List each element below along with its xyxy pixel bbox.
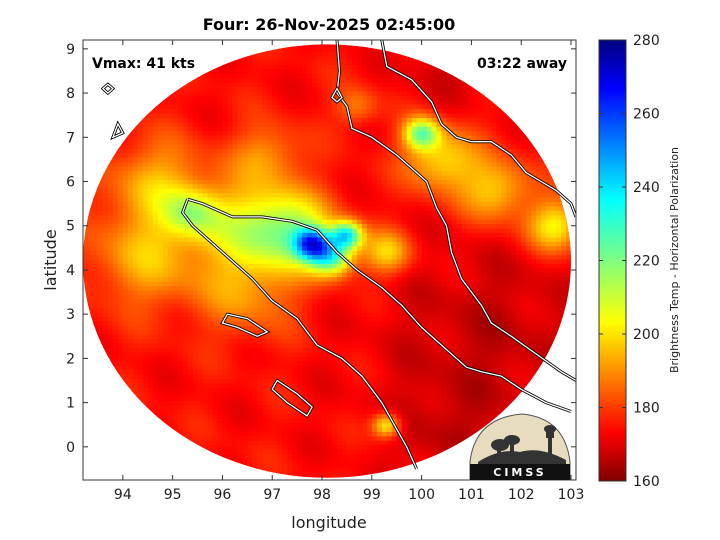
colorbar [598,39,627,482]
y-tick-label: 3 [66,307,75,323]
x-tick-label: 99 [363,487,381,503]
y-tick-label: 0 [66,440,75,456]
vmax-annotation: Vmax: 41 kts [92,56,195,72]
y-tick-label: 6 [66,175,75,191]
x-tick-label: 102 [508,487,535,503]
x-tick-label: 101 [458,487,485,503]
colorbar-tick-label: 160 [633,474,660,490]
colorbar-tick-label: 180 [633,401,660,417]
colorbar-tick-label: 280 [633,33,660,49]
axes-frame [82,39,577,481]
chart-title: Four: 26-Nov-2025 02:45:00 [203,15,456,34]
colorbar-tick-label: 220 [633,254,660,270]
y-tick-label: 7 [66,130,75,146]
y-axis-label: latitude [41,229,60,290]
y-axis-ticks: 0 1 2 3 4 5 6 7 8 9 [66,42,576,456]
x-tick-label: 94 [114,487,132,503]
x-tick-label: 100 [408,487,435,503]
colorbar-label: Brightness Temp - Horizontal Polarizatio… [668,147,681,373]
x-tick-label: 103 [558,487,585,503]
colorbar-tick-label: 260 [633,107,660,123]
y-tick-label: 1 [66,396,75,412]
time-offset-annotation: 03:22 away [477,56,567,72]
y-tick-label: 4 [66,263,75,279]
x-tick-label: 96 [214,487,232,503]
cimss-logo: CIMSS [469,413,571,481]
y-tick-label: 5 [66,219,75,235]
colorbar-tick-label: 200 [633,327,660,343]
x-tick-label: 97 [263,487,281,503]
colorbar-tick-label: 240 [633,180,660,196]
x-tick-label: 98 [313,487,331,503]
y-tick-label: 8 [66,86,75,102]
colorbar-ticks: 160 180 200 220 240 260 280 [599,33,660,490]
x-tick-label: 95 [164,487,182,503]
y-tick-label: 9 [66,42,75,58]
x-axis-label: longitude [291,513,366,532]
y-tick-label: 2 [66,351,75,367]
x-axis-ticks: 94 95 96 97 98 99 100 101 102 103 [114,40,584,503]
